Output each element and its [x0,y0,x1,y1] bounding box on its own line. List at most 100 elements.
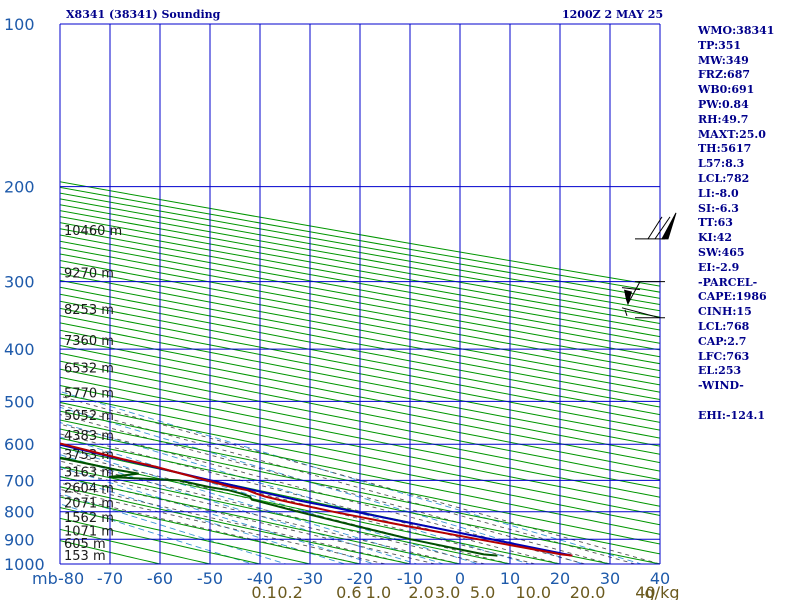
mixing-ratio-label: 10.0 [515,583,551,600]
height-label: 4383 m [64,429,114,444]
dry-adiabat-line [60,329,660,447]
temperature-tick-label: -20 [347,569,373,588]
stat-line: TH:5617 [698,142,752,156]
temperature-tick-label: -60 [147,569,173,588]
dry-adiabat-line [60,496,361,564]
dry-adiabat-line [60,322,660,439]
stat-line: EHI:-124.1 [698,408,765,422]
pressure-tick-label: 100 [4,15,35,34]
stat-line: FRZ:687 [698,68,751,82]
stat-line: SI:-6.3 [698,201,739,215]
stat-line: -PARCEL- [698,275,758,289]
wind-barb [635,212,677,240]
mixing-ratio-unit: g/kg [645,583,680,600]
stat-line: PW:0.84 [698,97,749,111]
temperature-tick-label: 20 [550,569,570,588]
stat-line: MW:349 [698,53,749,67]
dry-adiabat-line [60,192,660,299]
height-label: 2071 m [64,497,114,512]
pressure-tick-label: 200 [4,178,35,197]
dry-adiabat-line [60,393,660,516]
pressure-unit-label: mb [32,569,58,588]
dewpoint-profile-line [60,457,498,557]
dry-adiabat-line [60,419,660,545]
dry-adiabat-line [60,507,311,564]
height-label: 7360 m [64,334,114,349]
pressure-tick-label: 1000 [4,555,45,574]
mixing-ratio-label: 0.2 [277,583,302,600]
height-label: 1071 m [64,524,114,539]
wind-barb [621,307,665,319]
dry-adiabat-line [60,437,660,564]
dry-adiabat-line [60,181,660,287]
mixing-ratio-label: 1.0 [366,583,391,600]
height-labels: 10460 m 9270 m 8253 m 7360 m 6532 m 5770 m 505… [64,224,122,564]
pressure-tick-label: 300 [4,273,35,292]
stat-line: CINH:15 [698,305,752,319]
dry-adiabat-line [60,216,660,325]
dry-adiabats [60,181,660,564]
dry-adiabat-line [60,486,411,564]
temperature-tick-label: -70 [97,569,123,588]
height-label: 3753 m [64,448,114,463]
temperature-tick-label: 30 [600,569,620,588]
pressure-tick-label: 700 [4,471,35,490]
plot-grid [59,23,661,565]
dry-adiabat-line [60,344,660,464]
dry-adiabat-line [60,517,261,564]
pressure-tick-label: 900 [4,530,35,549]
mixing-ratio-label: 3.0 [435,583,460,600]
stat-line: RH:49.7 [698,112,749,126]
moist-adiabat-line [60,475,436,564]
temperature-tick-label: -40 [247,569,273,588]
dry-adiabat-line [60,222,660,331]
stat-line: EI:-2.9 [698,260,740,274]
pressure-tick-label: 600 [4,435,35,454]
dry-adiabat-line [60,204,660,312]
mixing-ratio-label: 20.0 [570,583,606,600]
stat-line: KI:42 [698,231,733,245]
height-label: 153 m [64,549,106,564]
mixing-ratio-label: 0.6 [336,583,361,600]
sounding-profiles [60,442,573,557]
height-label: 8253 m [64,303,114,318]
dry-adiabat-line [60,456,561,564]
stat-line: WMO:38341 [698,24,775,37]
dry-adiabat-line [60,384,660,507]
height-label: 5770 m [64,386,114,401]
stat-line: SW:465 [698,245,745,259]
temperature-tick-label: 0 [455,569,465,588]
dry-adiabat-line [60,337,660,455]
stat-line: LCL:768 [698,319,750,333]
stat-line: LCL:782 [698,171,750,185]
chart-datetime: 1200Z 2 MAY 25 [562,8,664,21]
dry-adiabat-line [60,234,660,344]
stats-panel: WMO:38341 TP:351 MW:349 FRZ:687 WB0:691 PW:0.… [698,24,798,424]
height-label: 2604 m [64,482,114,497]
stat-line: CAPE:1986 [698,290,767,304]
height-label: 6532 m [64,362,114,377]
moist-adiabat-line [60,482,411,564]
mixing-ratio-label: 0.1 [251,583,276,600]
mixing-ratio-label: 40 [635,583,655,600]
temperature-tick-label: -80 [58,569,84,588]
dry-adiabat-line [60,186,660,293]
stat-line: WB0:691 [698,83,755,97]
stat-line: L57:8.3 [698,157,745,171]
dry-adiabat-line [60,228,660,338]
wind-barbs [621,212,677,319]
height-label: 10460 m [64,224,122,239]
temperature-tick-label: 40 [650,569,670,588]
dry-adiabat-line [60,376,660,498]
wind-barb [621,281,665,306]
dry-adiabat-line [60,315,660,431]
stat-line: TP:351 [698,38,742,52]
dry-adiabat-line [60,410,660,535]
temperature-tick-label: -30 [297,569,323,588]
dry-adiabat-line [60,428,660,555]
height-label: 1562 m [64,511,114,526]
temperature-tick-label: -50 [197,569,223,588]
chart-title: X8341 (38341) Sounding [66,8,221,21]
stat-line: LFC:763 [698,349,750,363]
stat-line: LI:-8.0 [698,186,739,200]
